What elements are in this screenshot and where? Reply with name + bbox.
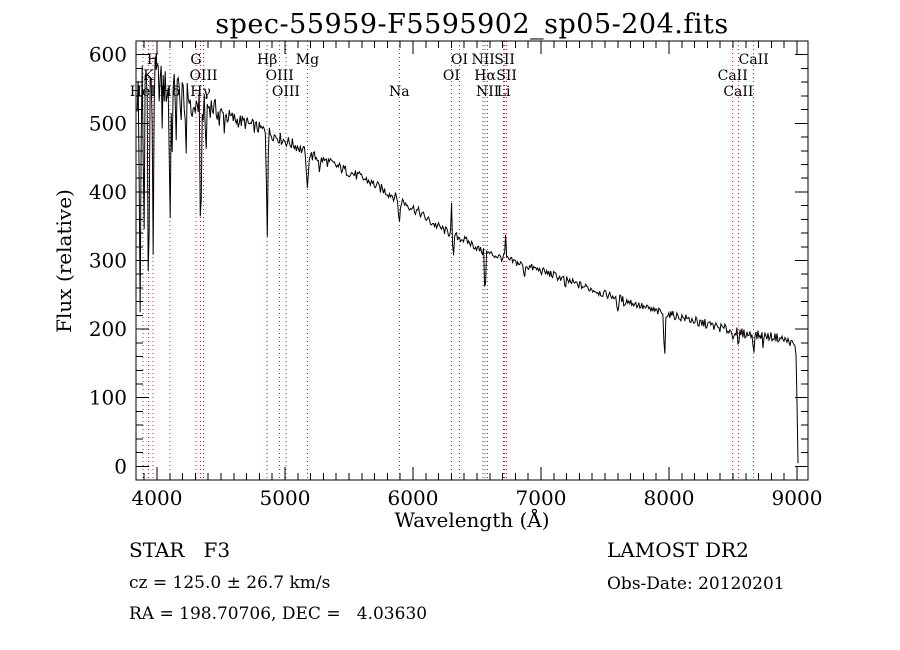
x-tick-label: 5000	[260, 486, 311, 510]
y-tick-label: 400	[89, 180, 127, 204]
y-tick-label: 100	[89, 386, 127, 410]
axis-ticks	[136, 41, 808, 480]
axis-box	[135, 40, 809, 481]
x-tick-label: 4000	[132, 486, 183, 510]
spectral-line-label: G	[190, 52, 201, 68]
x-tick-label: 6000	[388, 486, 439, 510]
spectral-line-label: Mg	[296, 52, 319, 68]
x-tick-label: 8000	[644, 486, 695, 510]
spectral-line-label: SII	[496, 68, 517, 84]
spectral-line-markers	[142, 41, 755, 480]
y-tick-label: 300	[89, 249, 127, 273]
object-class-label: STAR F3	[129, 538, 231, 562]
survey-info-block: LAMOST DR2 Obs-Date: 20120201	[607, 538, 785, 594]
spectral-line-label: CaII	[723, 84, 753, 100]
spectral-line-label: Na	[389, 84, 410, 100]
spectral-line-label: K	[143, 68, 154, 84]
spectral-line-label: Hα	[474, 68, 496, 84]
cz-value: cz = 125.0 ± 26.7 km/s	[129, 573, 331, 593]
spectral-line-label: NII	[471, 52, 494, 68]
spectral-line-label: Hγ	[190, 84, 211, 100]
y-tick-label: 200	[89, 317, 127, 341]
x-tick-label: 9000	[772, 486, 823, 510]
spectral-line-label: OI	[443, 68, 460, 84]
ra-dec-value: RA = 198.70706, DEC = 4.03630	[129, 604, 428, 624]
y-tick-label: 500	[89, 111, 127, 135]
spectral-line-label: OIII	[272, 84, 300, 100]
obs-date-value: Obs-Date: 20120201	[607, 574, 785, 594]
y-tick-label: 600	[89, 43, 127, 67]
object-info-block: STAR F3 cz = 125.0 ± 26.7 km/s RA = 198.…	[129, 538, 427, 624]
spectral-line-label: CaII	[718, 68, 748, 84]
spectral-line-label: OIII	[189, 68, 217, 84]
release-label: LAMOST DR2	[607, 538, 749, 562]
spectrum-trace	[136, 56, 799, 464]
y-tick-label: 0	[114, 454, 127, 478]
tick-labels: 4000 5000 6000 7000 8000 9000 0 100 200 300 400 500…	[89, 43, 823, 510]
spectral-line-label: OIII	[266, 68, 294, 84]
spectral-line-label: CaII	[739, 52, 769, 68]
spectral-line-label: OI	[451, 52, 468, 68]
spectral-line-label: Li	[497, 84, 511, 100]
spectral-line-label: SII	[494, 52, 515, 68]
y-axis-label: Flux (relative)	[52, 189, 76, 333]
spectral-line-label: Hβ	[257, 52, 277, 68]
x-axis-label: Wavelength (Å)	[394, 508, 550, 532]
x-tick-label: 7000	[516, 486, 567, 510]
plot-title: spec-55959-F5595902_sp05-204.fits	[215, 9, 729, 40]
spectral-line-label: NII	[476, 84, 499, 100]
